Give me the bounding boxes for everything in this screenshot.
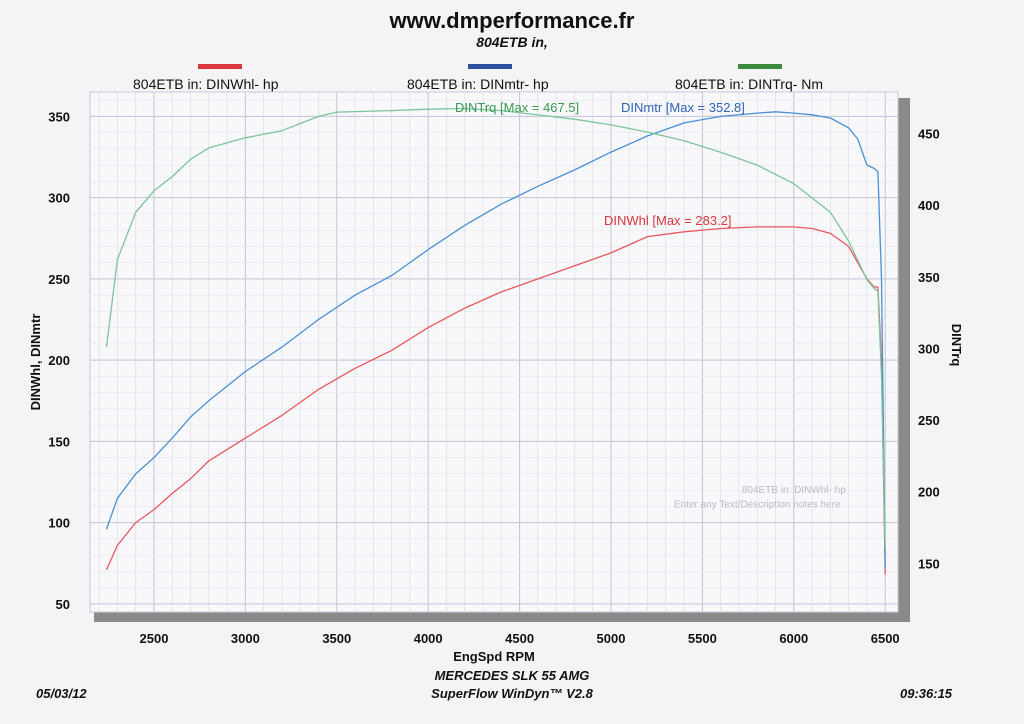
y-tick-label: 100 <box>48 516 70 531</box>
series-annotations: DINWhl [Max = 283.2] DINmtr [Max = 352.8]… <box>455 100 745 228</box>
y2-tick-label: 350 <box>918 270 940 285</box>
grid-lines <box>90 92 898 612</box>
x-tick-label: 4500 <box>505 631 534 646</box>
x-axis-label: EngSpd RPM <box>453 649 535 664</box>
y-tick-label: 200 <box>48 353 70 368</box>
legend-swatch-dintrq <box>738 64 782 69</box>
watermark-line-1: 804ETB in: DINWhl- hp <box>742 485 846 496</box>
y2-tick-label: 250 <box>918 413 940 428</box>
y-tick-label: 250 <box>48 272 70 287</box>
series-layer <box>105 107 886 575</box>
annotation-dinmtr: DINmtr [Max = 352.8] <box>621 100 745 115</box>
x-tick-label: 3000 <box>231 631 260 646</box>
date-label: 05/03/12 <box>36 686 87 701</box>
plot-shadow-right <box>897 98 910 618</box>
y2-tick-label: 450 <box>918 127 940 142</box>
y2-tick-label: 200 <box>918 485 940 500</box>
legend-label-dinmtr: 804ETB in: DINmtr- hp <box>407 76 549 92</box>
x-tick-label: 5000 <box>597 631 626 646</box>
x-tick-label: 2500 <box>140 631 169 646</box>
legend-label-dinwhl: 804ETB in: DINWhl- hp <box>133 76 279 92</box>
plot-area <box>89 91 899 613</box>
vehicle-label: MERCEDES SLK 55 AMG <box>434 668 590 683</box>
legend-swatch-dinmtr <box>468 64 512 69</box>
y-axis-label: DINWhl, DINmtr <box>28 314 43 411</box>
axis-labels: EngSpd RPM DINWhl, DINmtr DINTrq <box>28 314 964 664</box>
x-tick-label: 4000 <box>414 631 443 646</box>
x-tick-label: 3500 <box>322 631 351 646</box>
y-tick-label: 350 <box>48 109 70 124</box>
series-line-dinmtr <box>105 111 886 569</box>
series-line-dinwhl <box>105 226 886 575</box>
annotation-dintrq: DINTrq [Max = 467.5] <box>455 100 579 115</box>
annotation-dinwhl: DINWhl [Max = 283.2] <box>604 213 732 228</box>
time-label: 09:36:15 <box>900 686 953 701</box>
y-tick-label: 300 <box>48 191 70 206</box>
legend-swatch-dinwhl <box>198 64 242 69</box>
plot-shadow <box>94 612 910 622</box>
axis-ticks: 2500 3000 3500 4000 4500 5000 5500 6000 6500 50 10… <box>48 109 939 646</box>
x-tick-label: 6000 <box>779 631 808 646</box>
legend-label-dintrq: 804ETB in: DINTrq- Nm <box>675 76 824 92</box>
y-tick-label: 50 <box>56 597 70 612</box>
chart-subtitle: 804ETB in, <box>476 34 548 50</box>
x-tick-label: 6500 <box>871 631 900 646</box>
x-tick-label: 5500 <box>688 631 717 646</box>
software-label: SuperFlow WinDyn™ V2.8 <box>431 686 593 701</box>
y2-axis-label: DINTrq <box>949 324 964 367</box>
series-line-dintrq <box>105 107 886 550</box>
y2-tick-label: 400 <box>918 198 940 213</box>
watermark-line-2: Enter any Text/Description notes here <box>674 499 841 510</box>
y-tick-label: 150 <box>48 434 70 449</box>
y2-tick-label: 300 <box>918 341 940 356</box>
y2-tick-label: 150 <box>918 556 940 571</box>
watermark-note: 804ETB in: DINWhl- hp Enter any Text/Desc… <box>674 485 846 510</box>
chart-title: www.dmperformance.fr <box>389 8 635 33</box>
